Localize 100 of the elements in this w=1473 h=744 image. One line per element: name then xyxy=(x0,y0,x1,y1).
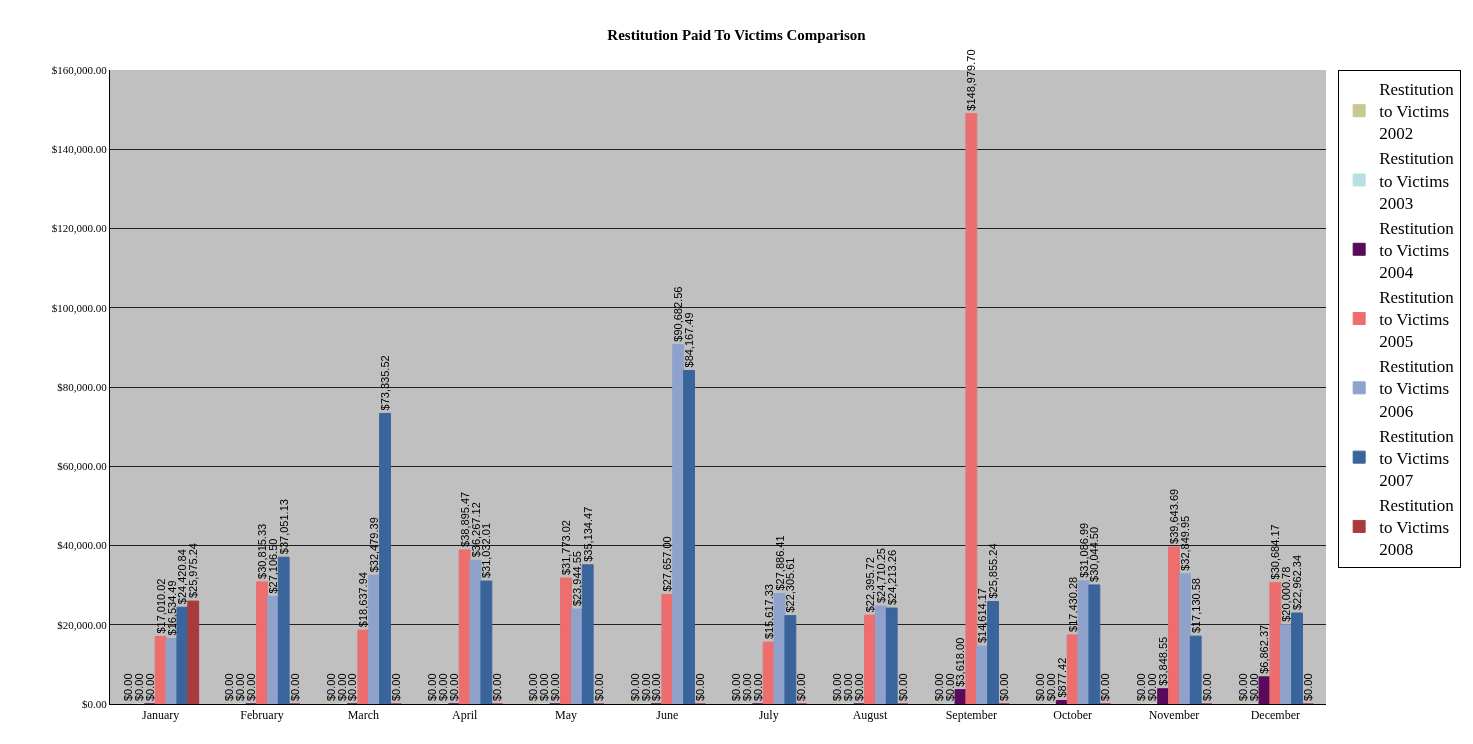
bar xyxy=(885,607,898,704)
data-label: $0.00 xyxy=(426,673,439,701)
bar xyxy=(581,564,594,704)
data-label: $0.00 xyxy=(527,673,540,701)
data-label: $32,479.39 xyxy=(368,517,381,573)
bar xyxy=(965,113,978,704)
chart-title: Restitution Paid To Victims Comparison xyxy=(607,27,867,44)
legend-label: Restitution to Victims 2003 xyxy=(1379,149,1455,213)
data-label: $39,643.69 xyxy=(1168,488,1180,544)
data-label: $0.00 xyxy=(1099,673,1112,701)
bar xyxy=(874,605,887,704)
bar xyxy=(480,580,493,704)
bar xyxy=(357,629,370,704)
data-label: $0.00 xyxy=(346,673,359,701)
data-label: $0.00 xyxy=(245,673,258,701)
data-label: $0.00 xyxy=(447,673,460,701)
data-label: $37,051.13 xyxy=(277,499,290,555)
data-label: $0.00 xyxy=(324,673,337,701)
data-label: $0.00 xyxy=(436,673,449,701)
x-tick-label: June xyxy=(656,708,679,723)
x-tick-label: April xyxy=(452,708,478,723)
data-label: $0.00 xyxy=(1135,673,1148,701)
data-label: $16,534.49 xyxy=(165,580,178,636)
data-label: $0.00 xyxy=(693,673,706,701)
bar xyxy=(784,615,797,704)
data-label: $148,979.70 xyxy=(965,49,978,111)
bar xyxy=(1280,624,1293,704)
bar xyxy=(1157,688,1170,704)
data-label: $27,657.00 xyxy=(661,536,674,592)
bar xyxy=(560,577,572,704)
data-label: $0.00 xyxy=(234,673,247,701)
y-tick-label: $140,000.00 xyxy=(51,143,108,156)
data-label: $0.00 xyxy=(932,673,945,701)
bar xyxy=(773,593,786,704)
data-label: $0.00 xyxy=(628,673,641,701)
data-label: $0.00 xyxy=(132,673,145,701)
data-label: $3,618.00 xyxy=(954,637,967,687)
bar xyxy=(176,606,189,704)
bar xyxy=(1077,580,1090,704)
data-label: $3,848.55 xyxy=(1157,636,1170,686)
data-label: $17,010.02 xyxy=(154,578,167,634)
bar xyxy=(1178,573,1191,704)
bar xyxy=(256,581,268,704)
bar xyxy=(1291,612,1303,704)
data-label: $17,130.58 xyxy=(1189,578,1202,634)
data-label: $0.00 xyxy=(1146,673,1159,701)
legend-label: Restitution to Victims 2004 xyxy=(1379,218,1455,282)
y-tick-label: $100,000.00 xyxy=(51,301,108,314)
data-label: $0.00 xyxy=(1044,673,1057,701)
bar xyxy=(1088,584,1101,704)
bar xyxy=(954,689,967,704)
y-tick-label: $60,000.00 xyxy=(57,460,108,473)
data-label: $0.00 xyxy=(389,673,402,701)
x-tick-label: October xyxy=(1053,708,1092,723)
data-label: $0.00 xyxy=(1236,673,1249,701)
legend-label: Restitution to Victims 2007 xyxy=(1379,426,1455,490)
data-label: $0.00 xyxy=(335,673,348,701)
bar xyxy=(1258,676,1271,704)
data-label: $24,710.25 xyxy=(874,548,887,604)
data-label: $14,614.17 xyxy=(976,588,989,644)
data-label: $0.00 xyxy=(1034,673,1047,701)
y-tick-label: $120,000.00 xyxy=(51,222,108,235)
x-tick-label: August xyxy=(852,708,888,723)
data-label: $31,773.02 xyxy=(560,520,572,576)
legend-label: Restitution to Victims 2008 xyxy=(1379,495,1455,560)
data-label: $0.00 xyxy=(639,673,652,701)
data-label: $0.00 xyxy=(853,673,866,701)
data-label: $36,267.12 xyxy=(469,502,482,558)
data-label: $30,815.33 xyxy=(256,523,268,579)
bar xyxy=(570,608,583,704)
data-label: $17,430.28 xyxy=(1066,576,1079,632)
data-label: $84,167.49 xyxy=(683,312,696,368)
data-label: $0.00 xyxy=(896,673,909,701)
data-label: $90,682.56 xyxy=(672,286,685,342)
x-tick-label: December xyxy=(1250,708,1300,723)
data-label: $31,086.99 xyxy=(1077,522,1090,578)
bar xyxy=(368,574,381,704)
data-label: $27,106.50 xyxy=(266,538,279,594)
bar xyxy=(683,369,695,704)
bar xyxy=(672,344,685,704)
data-label: $23,944.55 xyxy=(570,551,583,607)
bar xyxy=(266,596,279,704)
data-label: $15,617.33 xyxy=(762,584,775,640)
bar xyxy=(1055,700,1068,704)
data-label: $25,855.24 xyxy=(987,543,1000,599)
bar xyxy=(661,593,674,704)
data-label: $0.00 xyxy=(943,673,956,701)
data-label: $0.00 xyxy=(538,673,551,701)
data-label: $24,420.84 xyxy=(176,549,189,605)
legend-label: Restitution to Victims 2005 xyxy=(1379,288,1455,352)
bar xyxy=(1269,581,1282,704)
bar xyxy=(1168,546,1180,704)
data-label: $0.00 xyxy=(795,673,808,701)
data-label: $0.00 xyxy=(997,673,1010,701)
bar xyxy=(165,637,178,704)
data-label: $24,213.26 xyxy=(885,549,898,606)
data-label: $6,862.37 xyxy=(1258,624,1271,674)
data-label: $22,305.61 xyxy=(784,557,797,613)
y-tick-label: $160,000.00 xyxy=(51,63,108,76)
y-tick-label: $80,000.00 xyxy=(57,380,108,393)
